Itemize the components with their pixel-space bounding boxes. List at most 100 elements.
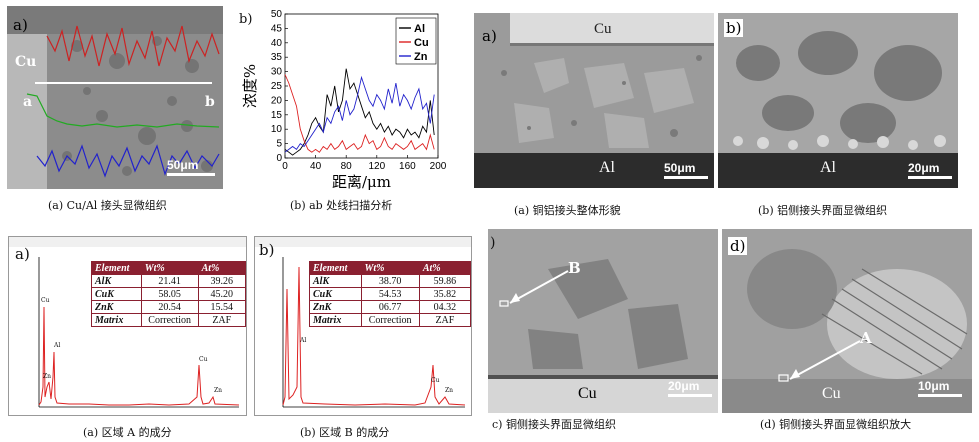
table-cell: ZnK: [309, 300, 362, 314]
caption-p7: c) 铜侧接头界面显微组织: [492, 418, 616, 431]
table-cell: 38.70: [360, 274, 420, 288]
y-tick-label: 50: [271, 9, 283, 20]
panel-label-b2: b): [724, 19, 744, 37]
caption-p6: (b) 区域 B 的成分: [300, 426, 390, 439]
caption-p3: (a) 铜铝接头整体形貌: [514, 204, 621, 217]
x-axis-label: 距离/μm: [332, 173, 391, 191]
peak-label-al: Al: [54, 342, 61, 349]
eds-spectrum-b: b) Al Cu Zn Element Wt% At% AlK 38.70 59.86 Cu…: [254, 236, 472, 416]
table-row: CuK 54.53 35.82: [309, 287, 472, 301]
table-row: ZnK 20.54 15.54: [91, 300, 247, 314]
marker-b: B: [568, 259, 581, 277]
scale-bar: 20μm: [908, 161, 952, 179]
panel-label-b1: b): [239, 12, 253, 27]
legend-label: Al: [414, 23, 425, 35]
panel-label-a1: a): [13, 16, 28, 34]
label-al-bottom: Al: [599, 159, 615, 176]
table-row: Matrix Correction ZAF: [309, 313, 472, 327]
label-cu-top: Cu: [594, 21, 612, 37]
sem-cu-al-joint: a) Cu a b 50μm: [7, 6, 223, 189]
caption-p1: (a) Cu/Al 接头显微组织: [48, 199, 167, 212]
table-cell: Correction: [360, 313, 420, 327]
sem-al-side-interface: b) Al 20μm: [718, 13, 958, 188]
scale-bar: 50μm: [167, 158, 215, 176]
x-tick-label: 160: [399, 161, 416, 172]
panel-label-a3: a): [15, 245, 30, 263]
table-row: ZnK 06.77 04.32: [309, 300, 472, 314]
y-tick-label: 10: [271, 124, 283, 135]
series-line-cu: [284, 74, 435, 153]
table-cell: AlK: [91, 274, 142, 288]
table-cell: CuK: [309, 287, 362, 301]
label-cu-bottom: Cu: [578, 385, 597, 402]
table-row: AlK 38.70 59.86: [309, 274, 472, 288]
caption-p2: (b) ab 处线扫描分析: [290, 199, 393, 212]
scale-bar: 20μm: [668, 379, 712, 397]
sem-overall-morphology: a) Cu Al 50μm: [474, 13, 714, 188]
y-tick-label: 20: [271, 95, 283, 106]
table-cell: 35.82: [418, 287, 472, 301]
y-tick-label: 40: [271, 38, 283, 49]
label-cu-bottom: Cu: [822, 385, 841, 402]
peak-label-al: Al: [300, 337, 307, 344]
y-tick-label: 0: [276, 153, 282, 164]
table-cell: AlK: [309, 274, 362, 288]
label-point-a: a: [23, 94, 33, 110]
caption-p5: (a) 区域 A 的成分: [83, 426, 172, 439]
y-tick-label: 15: [271, 110, 283, 121]
table-cell: 59.86: [418, 274, 472, 288]
series-line-zn: [284, 75, 435, 153]
table-cell: 20.54: [140, 300, 199, 314]
scale-bar: 50μm: [664, 161, 708, 179]
peak-label-cu2: Cu: [199, 356, 208, 363]
panel-label-b3: b): [259, 241, 275, 259]
table-header-cell: Wt%: [140, 261, 199, 275]
y-tick-label: 30: [271, 67, 283, 78]
table-row: AlK 21.41 39.26: [91, 274, 247, 288]
y-tick-label: 25: [271, 81, 283, 92]
table-row: Matrix Correction ZAF: [91, 313, 247, 327]
peak-label-zn: Zn: [43, 373, 52, 380]
panel-label-a2: a): [482, 27, 497, 45]
table-cell: ZAF: [418, 313, 472, 327]
table-cell: ZnK: [91, 300, 142, 314]
label-al-bottom: Al: [820, 159, 836, 176]
panel-label-c: ): [490, 235, 496, 251]
table-cell: CuK: [91, 287, 142, 301]
peak-label-cu: Cu: [41, 297, 50, 304]
panel-label-d: d): [728, 237, 748, 255]
table-cell: ZAF: [197, 313, 247, 327]
peak-label-zn: Zn: [445, 387, 454, 394]
table-cell: 21.41: [140, 274, 199, 288]
label-cu: Cu: [15, 54, 37, 70]
table-cell: 58.05: [140, 287, 199, 301]
table-header-cell: Element: [309, 261, 362, 275]
x-tick-label: 40: [310, 161, 322, 172]
table-cell: 45.20: [197, 287, 247, 301]
table-cell: 54.53: [360, 287, 420, 301]
caption-p8: (d) 铜侧接头界面显微组织放大: [760, 418, 912, 431]
table-cell: Matrix: [309, 313, 362, 327]
y-tick-label: 45: [271, 23, 283, 34]
y-tick-label: 35: [271, 52, 283, 63]
table-cell: 39.26: [197, 274, 247, 288]
table-cell: 04.32: [418, 300, 472, 314]
line-scan-chart: 0 5 10 15 20 25 30 35 40 45 50 0 40 80 120 160 200 Al Cu Zn…: [233, 6, 455, 191]
eds-spectrum-a: a) Cu Zn Al Cu Zn Element Wt% At% AlK 21.41 3…: [8, 236, 247, 416]
x-tick-label: 200: [430, 161, 447, 172]
marker-a: A: [860, 329, 872, 347]
table-cell: 06.77: [360, 300, 420, 314]
label-point-b: b: [205, 94, 215, 110]
sem-cu-side-interface: ) B Cu 20μm: [488, 229, 718, 413]
table-cell: 15.54: [197, 300, 247, 314]
table-cell: Matrix: [91, 313, 142, 327]
scale-bar: 10μm: [918, 379, 962, 397]
table-header-cell: Wt%: [360, 261, 420, 275]
sem-cu-side-magnified: d) A Cu 10μm: [722, 229, 972, 413]
series-line-al: [284, 68, 435, 156]
legend-label: Zn: [414, 51, 428, 63]
table-header-cell: Element: [91, 261, 142, 275]
x-tick-label: 0: [282, 161, 288, 172]
peak-label-zn2: Zn: [214, 387, 223, 394]
caption-p4: (b) 铝侧接头界面显微组织: [758, 204, 888, 217]
